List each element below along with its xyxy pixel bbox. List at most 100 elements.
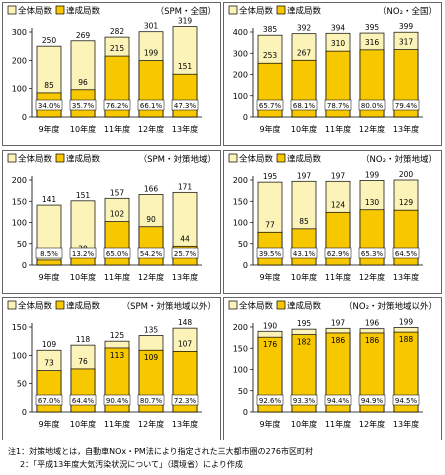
panel-frame [2,297,221,440]
total-value-label: 196 [365,319,380,328]
chart-panel-6: 全体局数 達成局数 （NO₂・対策地域以外） 0 50 100 150 200 190 176 92… [223,297,442,440]
percent-label: 47.3% [174,102,197,110]
legend-label-exceed: 達成局数 [66,6,101,17]
total-value-label: 394 [331,23,346,32]
x-tick-label: 10年度 [70,124,96,134]
exceed-value-label: 267 [297,48,312,57]
legend-swatch-exceed [55,153,65,163]
exceed-value-label: 199 [144,49,159,58]
legend-label-total: 全体局数 [18,154,53,165]
percent-box [290,247,318,259]
percent-label: 94.4% [327,397,350,405]
legend-swatch-exceed [276,5,286,15]
percent-box [256,99,284,111]
total-value-label: 392 [297,24,312,33]
chart-title: （NO₂・対策地域） [361,154,437,165]
exceed-value-label: 186 [331,336,346,345]
percent-box [69,394,97,406]
x-tick-label: 9年度 [38,419,59,429]
percent-box [69,99,97,111]
panel-frame [223,297,442,440]
percent-box [137,394,165,406]
y-tick-label: 100 [233,366,248,375]
percent-box [103,247,131,259]
legend-swatch-total [228,153,238,163]
x-tick-label: 10年度 [70,272,96,282]
y-tick-label: 100 [233,219,248,228]
chart-panel-3: 全体局数達成局数（SPM・対策地域）050100150200141128.5%9… [2,150,221,294]
percent-label: 39.5% [259,250,282,258]
chart-title: （SPM・対策地域以外） [122,301,216,312]
exceed-value-label: 129 [399,198,414,207]
percent-label: 92.6% [259,397,282,405]
percent-box [171,247,199,259]
total-value-label: 197 [297,171,312,180]
percent-label: 64.5% [395,250,418,258]
legend-swatch-exceed [276,153,286,163]
chart-title: （NO₂・全国） [378,6,437,17]
percent-box [137,247,165,259]
exceed-value-label: 215 [110,44,125,53]
percent-box [392,394,420,406]
percent-label: 34.0% [38,102,61,110]
percent-label: 43.1% [293,250,316,258]
y-tick-label: 100 [233,92,248,101]
legend-swatch-total [7,153,17,163]
legend-swatch-exceed [55,5,65,15]
bar-exceed [70,368,96,413]
percent-label: 35.7% [72,102,95,110]
total-value-label: 157 [110,188,125,197]
total-value-label: 399 [399,22,414,31]
legend-label-exceed: 達成局数 [287,6,322,17]
panel-frame [223,2,442,146]
exceed-value-label: 109 [144,353,159,362]
total-value-label: 190 [263,321,278,330]
percent-box [256,394,284,406]
legend-swatch-exceed [276,300,286,310]
total-value-label: 151 [76,191,91,200]
percent-label: 80.0% [361,102,384,110]
bar-exceed [36,370,62,413]
legend-label-exceed: 達成局数 [66,154,101,165]
bar-exceed [104,221,130,266]
exceed-value-label: 151 [178,62,193,71]
percent-box [324,99,352,111]
legend: 全体局数 達成局数 [7,5,101,17]
y-tick-label: 100 [12,219,27,228]
legend: 全体局数 達成局数 [7,301,101,312]
exceed-value-label: 90 [146,215,156,224]
percent-label: 66.1% [140,102,163,110]
x-tick-label: 13年度 [172,124,198,134]
y-tick-label: 0 [243,408,248,417]
y-tick-label: 50 [17,240,27,249]
x-tick-label: 9年度 [259,419,280,429]
legend-label-total: 全体局数 [18,301,53,312]
x-tick-label: 9年度 [259,272,280,282]
x-tick-label: 13年度 [393,272,419,282]
percent-label: 72.3% [174,397,197,405]
y-tick-label: 100 [12,351,27,360]
total-value-label: 199 [399,317,414,326]
chart-grid: 全体局数 達成局数 （SPM・全国）01002003002508534.0%9年度2… [2,2,442,440]
y-tick-label: 400 [233,28,248,37]
y-tick-label: 300 [233,49,248,58]
footnote-2: 2：「平成13年度大気汚染状況について」（環境省）により作成 [20,460,243,469]
exceed-value-label: 107 [178,339,193,348]
exceed-value-label: 316 [365,38,380,47]
x-tick-label: 9年度 [38,124,59,134]
panel-frame [223,150,442,294]
x-tick-label: 12年度 [359,419,385,429]
y-tick-label: 100 [12,85,27,94]
y-tick-label: 200 [233,323,248,332]
chart-title: （SPM・全国） [156,6,216,17]
y-tick-label: 50 [17,380,27,389]
total-value-label: 148 [178,318,193,327]
y-tick-label: 300 [12,28,27,37]
total-value-label: 200 [399,170,414,179]
chart-panel-2: 全体局数 達成局数 （NO₂・全国） 0 100 200 300 400 385 253 65.7%… [223,2,442,146]
x-tick-label: 13年度 [393,124,419,134]
legend-label-total: 全体局数 [239,301,274,312]
percent-box [35,99,63,111]
legend-label-exceed: 達成局数 [66,301,101,312]
